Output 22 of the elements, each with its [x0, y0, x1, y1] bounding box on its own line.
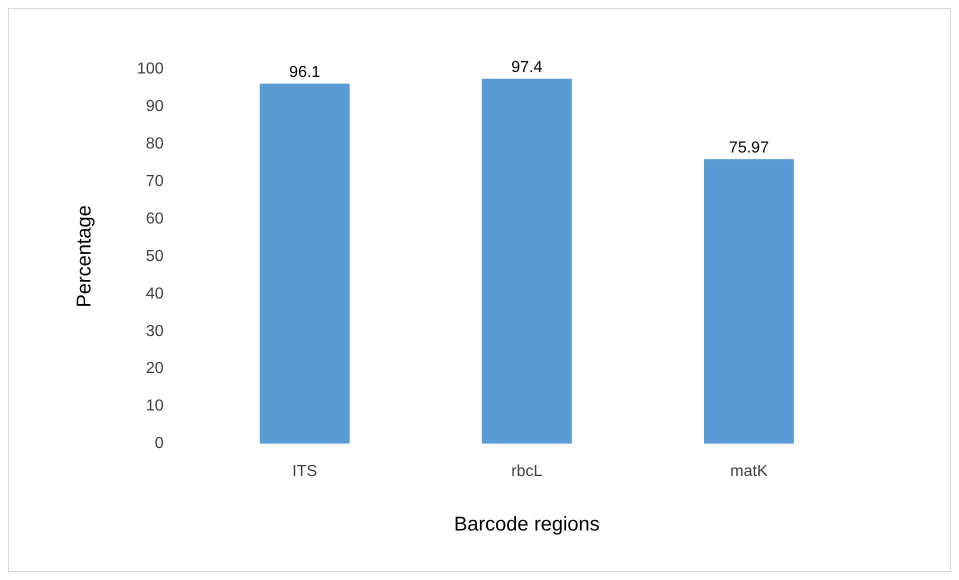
data-label: 97.4	[511, 59, 543, 76]
x-tick-label: rbcL	[511, 462, 543, 480]
x-axis-title: Barcode regions	[454, 514, 600, 536]
y-tick-label: 40	[146, 285, 164, 302]
y-tick-label: 70	[146, 172, 164, 190]
bar	[482, 78, 572, 444]
y-tick-label: 60	[146, 210, 164, 228]
y-tick-label: 30	[146, 322, 164, 340]
y-axis-title: Percentage	[74, 205, 96, 308]
y-tick-label: 80	[146, 135, 164, 152]
bar	[260, 84, 350, 444]
y-tick-label: 50	[146, 248, 164, 265]
data-label: 96.1	[289, 64, 320, 82]
y-tick-label: 0	[154, 435, 164, 452]
x-tick-label: matK	[730, 462, 768, 480]
x-tick-label: ITS	[292, 462, 318, 480]
y-tick-label: 100	[136, 60, 164, 78]
data-label: 75.97	[728, 139, 770, 156]
y-tick-label: 10	[146, 398, 164, 415]
bar	[704, 159, 794, 444]
y-tick-label: 90	[146, 98, 164, 115]
y-tick-label: 20	[146, 360, 164, 378]
